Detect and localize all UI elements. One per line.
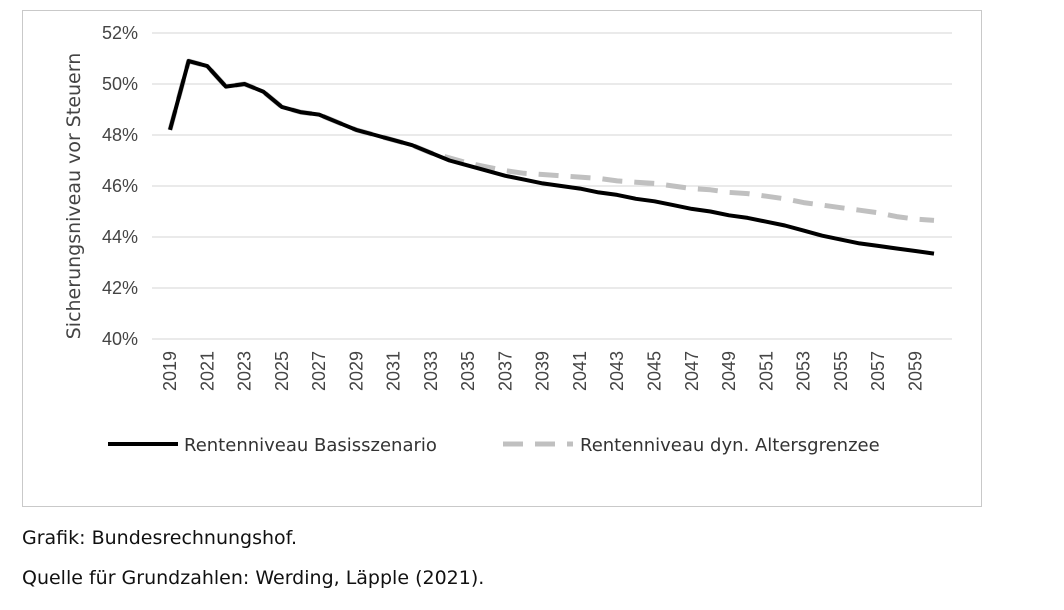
x-tick-label: 2043	[607, 351, 627, 391]
y-tick-label: 44%	[102, 227, 138, 247]
x-tick-label: 2057	[868, 351, 888, 391]
x-tick-label: 2037	[495, 351, 515, 391]
x-tick-label: 2031	[384, 351, 404, 391]
legend-label: Rentenniveau dyn. Altersgrenzee	[580, 435, 880, 456]
x-tick-label: 2027	[309, 351, 329, 391]
x-tick-label: 2059	[905, 351, 925, 391]
caption-source-graphic: Grafik: Bundesrechnungshof.	[22, 527, 298, 549]
series-line-dyn-altersgrenze	[167, 58, 935, 223]
x-tick-label: 2045	[644, 351, 664, 391]
x-tick-label: 2039	[533, 351, 553, 391]
y-axis-title: Sicherungsniveau vor Steuern	[63, 53, 85, 340]
legend-label: Rentenniveau Basisszenario	[184, 435, 437, 456]
x-tick-label: 2029	[346, 351, 366, 391]
x-tick-label: 2035	[458, 351, 478, 391]
x-tick-label: 2051	[756, 351, 776, 391]
line-chart: 40%42%44%46%48%50%52% 2019 2021 2023 2025 20…	[63, 23, 952, 456]
legend: Rentenniveau Basisszenario Rentenniveau d…	[108, 435, 880, 456]
x-tick-label: 2049	[719, 351, 739, 391]
y-tick-label: 52%	[102, 23, 138, 43]
x-tick-label: 2023	[235, 351, 255, 391]
y-axis-ticks: 40% 42% 44% 46% 48% 50% 52%	[102, 23, 138, 349]
x-tick-label: 2021	[197, 351, 217, 391]
x-tick-label: 2053	[794, 351, 814, 391]
y-tick-label: 48%	[102, 125, 138, 145]
grid-lines	[152, 32, 952, 340]
x-axis-ticks: 2019 2021 2023 2025 2027 2029 2031 2033 2035 2037…	[160, 351, 925, 391]
series-line-basisszenario	[168, 59, 935, 256]
x-tick-label: 2047	[682, 351, 702, 391]
series-lines	[167, 58, 935, 256]
y-tick-label: 40%	[102, 329, 138, 349]
caption-source-data: Quelle für Grundzahlen: Werding, Läpple …	[22, 567, 485, 589]
x-tick-label: 2025	[272, 351, 292, 391]
y-tick-label: 50%	[102, 74, 138, 94]
x-tick-label: 2019	[160, 351, 180, 391]
x-tick-label: 2041	[570, 351, 590, 391]
y-tick-label: 46%	[102, 176, 138, 196]
y-tick-label: 42%	[102, 278, 138, 298]
x-tick-label: 2055	[831, 351, 851, 391]
x-tick-label: 2033	[421, 351, 441, 391]
